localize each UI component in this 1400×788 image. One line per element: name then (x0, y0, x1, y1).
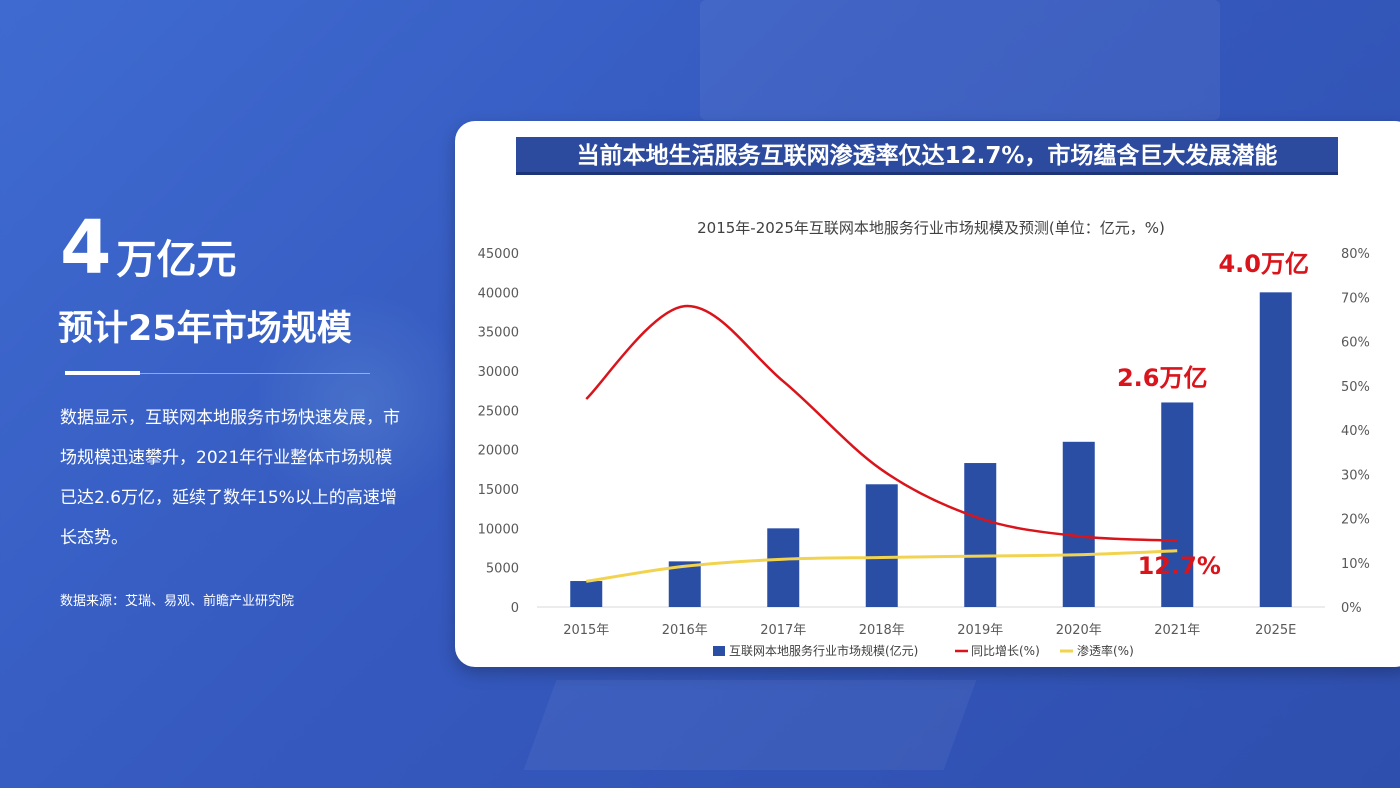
legend-label-growth: 同比增长(%) (971, 644, 1040, 658)
divider-line (140, 373, 370, 374)
callout-2021: 2.6万亿 (1117, 364, 1208, 392)
divider-accent (65, 371, 140, 375)
callout-penetration: 12.7% (1138, 552, 1221, 580)
x-tick-label: 2017年 (760, 623, 806, 638)
y-left-tick-label: 20000 (478, 444, 519, 459)
bar (964, 463, 997, 607)
bar (570, 581, 603, 607)
y-right-tick-label: 50% (1341, 380, 1370, 395)
background-monitor-shape (700, 0, 1220, 120)
bar (767, 528, 800, 607)
x-tick-label: 2025E (1255, 623, 1296, 638)
y-right-tick-label: 70% (1341, 291, 1370, 306)
y-right-tick-label: 80% (1341, 247, 1370, 262)
growth-line (585, 304, 1178, 542)
headline-subtitle: 预计25年市场规模 (58, 309, 352, 349)
y-right-tick-label: 40% (1341, 424, 1370, 439)
y-left-tick-label: 15000 (478, 483, 519, 498)
x-tick-label: 2021年 (1154, 623, 1200, 638)
x-tick-label: 2018年 (859, 623, 905, 638)
y-left-tick-label: 45000 (478, 247, 519, 262)
legend-label-bar: 互联网本地服务行业市场规模(亿元) (729, 643, 918, 658)
y-left-tick-label: 40000 (478, 286, 519, 301)
legend-swatch-bar (713, 646, 725, 656)
penetration-line (586, 549, 1178, 583)
chart-title: 2015年-2025年互联网本地服务行业市场规模及预测(单位：亿元，%) (697, 219, 1165, 237)
y-right-tick-label: 30% (1341, 468, 1370, 483)
y-right-tick-label: 60% (1341, 336, 1370, 351)
y-right-tick-label: 0% (1341, 601, 1362, 616)
y-left-tick-label: 10000 (478, 522, 519, 537)
background-plant-glow (260, 280, 460, 530)
data-source: 数据来源：艾瑞、易观、前瞻产业研究院 (60, 594, 295, 609)
headline-unit: 万亿元 (116, 237, 237, 283)
legend-label-penetration: 渗透率(%) (1077, 643, 1134, 658)
y-left-tick-label: 0 (511, 601, 519, 616)
chart-banner: 当前本地生活服务互联网渗透率仅达12.7%，市场蕴含巨大发展潜能 (516, 137, 1338, 175)
chart: 2015年-2025年互联网本地服务行业市场规模及预测(单位：亿元，%) 0 500… (478, 219, 1370, 658)
bar (1062, 441, 1095, 607)
y-left-tick-label: 35000 (478, 326, 519, 341)
y-left-tick-label: 5000 (486, 562, 519, 577)
bar (1259, 292, 1292, 607)
y-left-tick-label: 25000 (478, 404, 519, 419)
x-tick-label: 2019年 (957, 623, 1003, 638)
x-tick-label: 2016年 (662, 623, 708, 638)
y-right-tick-label: 10% (1341, 557, 1370, 572)
headline-number: 4 (60, 205, 113, 291)
bar (1161, 402, 1194, 607)
y-right-tick-label: 20% (1341, 513, 1370, 528)
headline-figure: 4 万亿元 (60, 205, 237, 291)
background-keyboard-shape (523, 680, 977, 770)
x-tick-label: 2015年 (563, 623, 609, 638)
x-tick-label: 2020年 (1056, 623, 1102, 638)
bar (865, 484, 898, 607)
y-left-tick-label: 30000 (478, 365, 519, 380)
description-text: 数据显示，互联网本地服务市场快速发展，市场规模迅速攀升，2021年行业整体市场规… (60, 408, 400, 548)
callout-2025: 4.0万亿 (1218, 250, 1309, 278)
